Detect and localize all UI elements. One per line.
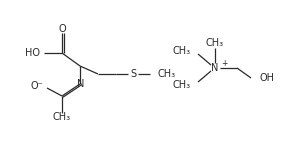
Text: N: N	[77, 79, 85, 89]
Text: CH₃: CH₃	[158, 69, 176, 79]
Text: N: N	[211, 63, 219, 73]
Text: CH₃: CH₃	[173, 46, 191, 56]
Text: CH₃: CH₃	[206, 38, 224, 48]
Text: +: +	[221, 59, 227, 67]
Text: O⁻: O⁻	[30, 81, 43, 91]
Text: CH₃: CH₃	[53, 112, 71, 122]
Text: OH: OH	[259, 73, 274, 83]
Text: O: O	[58, 24, 66, 34]
Text: HO: HO	[25, 48, 40, 58]
Text: CH₃: CH₃	[173, 80, 191, 90]
Text: S: S	[130, 69, 136, 79]
